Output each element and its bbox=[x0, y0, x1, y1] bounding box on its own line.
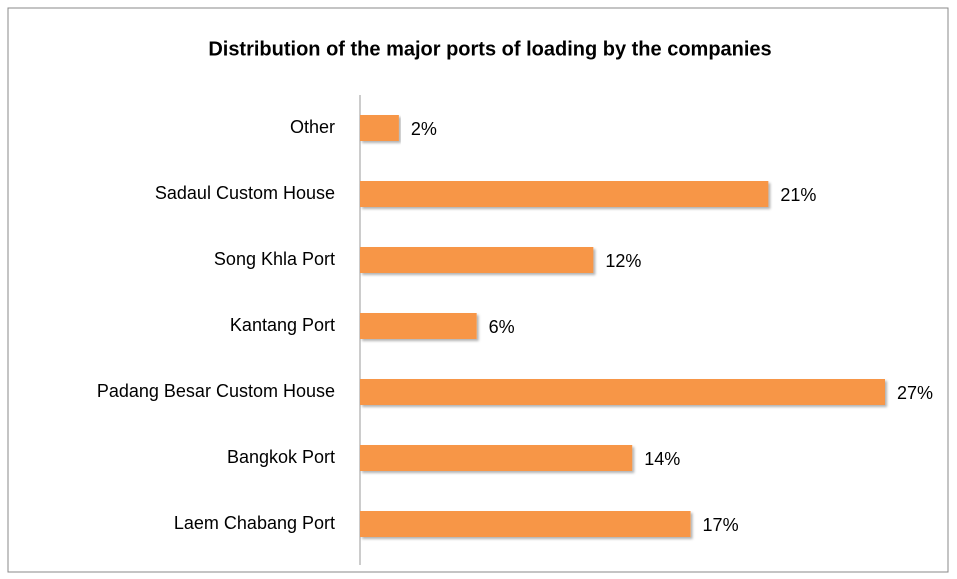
data-label: 21% bbox=[780, 185, 816, 205]
data-label: 6% bbox=[489, 317, 515, 337]
bar bbox=[360, 313, 477, 339]
bar bbox=[360, 247, 594, 273]
data-label: 14% bbox=[644, 449, 680, 469]
category-label: Song Khla Port bbox=[214, 249, 335, 269]
data-label: 2% bbox=[411, 119, 437, 139]
category-label: Bangkok Port bbox=[227, 447, 335, 467]
category-label: Sadaul Custom House bbox=[155, 183, 335, 203]
chart-frame bbox=[7, 7, 949, 573]
bar bbox=[360, 115, 399, 141]
data-label: 27% bbox=[897, 383, 933, 403]
category-label: Other bbox=[290, 117, 335, 137]
chart-title: Distribution of the major ports of loadi… bbox=[208, 38, 771, 60]
bar bbox=[360, 379, 885, 405]
category-label: Padang Besar Custom House bbox=[97, 381, 335, 401]
data-label: 17% bbox=[703, 515, 739, 535]
category-label: Laem Chabang Port bbox=[174, 513, 335, 533]
bar bbox=[360, 511, 691, 537]
category-label: Kantang Port bbox=[230, 315, 335, 335]
bar bbox=[360, 181, 769, 207]
bar bbox=[360, 445, 633, 471]
data-label: 12% bbox=[605, 251, 641, 271]
